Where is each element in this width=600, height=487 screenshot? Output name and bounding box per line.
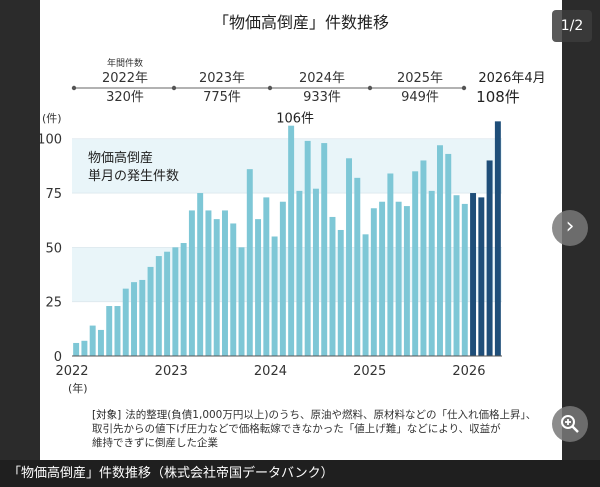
bar-2023-05 [205, 210, 212, 356]
summary-year-2026: 2026年4月 [478, 71, 545, 86]
bar-2023-01 [172, 247, 179, 356]
note-tag: [対象] [92, 409, 122, 421]
annotation-line-1: 物価高倒産 [88, 150, 153, 166]
bar-2023-11 [255, 219, 262, 356]
chart: 「物価高倒産」件数推移 (件) 0 25 50 75 100 2022 2023 2024 2025… [40, 13, 546, 395]
bar-2023-10 [246, 169, 253, 356]
annotation-line-2: 単月の発生件数 [88, 168, 179, 184]
x-tick-label: 2023 [155, 364, 188, 379]
peak-label: 106件 [276, 112, 314, 127]
summary-year: 2024年 [299, 71, 345, 86]
bar-2024-09 [337, 229, 344, 356]
bar-2025-01 [370, 208, 377, 356]
bar-2022-10 [147, 266, 154, 356]
bar-2026-02 [478, 197, 485, 356]
y-tick-label: 100 [40, 133, 62, 148]
bar-2025-05 [403, 206, 410, 356]
bar-2022-06 [114, 306, 121, 356]
bar-2024-01 [271, 236, 278, 356]
chart-card: 「物価高倒産」件数推移 (件) 0 25 50 75 100 2022 2023 2024 2025… [40, 0, 562, 460]
note-line-1: 法的整理(負債1,000万円以上)のうち、原油や燃料、原材料などの「仕入れ価格上… [125, 409, 537, 421]
y-axis-unit: (件) [42, 112, 62, 125]
bar-2025-10 [445, 153, 452, 356]
band-75-100 [72, 138, 502, 194]
note-line-2: 取引先からの値下げ圧力などで価格転嫁できなかった「値上げ難」などにより、収益が [92, 423, 501, 435]
chart-title: 「物価高倒産」件数推移 [213, 13, 389, 32]
bar-2023-09 [238, 247, 245, 356]
bar-2022-11 [155, 256, 162, 356]
bar-2023-12 [263, 197, 270, 356]
summary-count: 775件 [203, 90, 241, 105]
bar-2025-03 [387, 173, 394, 356]
bar-2025-12 [461, 203, 468, 356]
bar-2024-10 [346, 158, 352, 356]
bar-2022-08 [131, 282, 137, 356]
note-line-3: 維持できずに倒産した企業 [92, 437, 218, 449]
x-tick-label: 2024 [254, 364, 287, 379]
target-note: [対象] 法的整理(負債1,000万円以上)のうち、原油や燃料、原材料などの「仕入… [92, 408, 552, 450]
bar-2023-02 [180, 243, 187, 356]
bar-2024-12 [362, 234, 369, 356]
y-tick-label: 75 [45, 187, 62, 202]
y-tick-label: 0 [54, 350, 62, 365]
bar-2023-04 [197, 193, 204, 356]
next-image-button[interactable]: › [552, 210, 588, 246]
chevron-right-icon: › [565, 214, 575, 239]
bar-2022-01 [73, 342, 80, 356]
summary-dot [367, 85, 373, 91]
bar-2025-02 [379, 201, 386, 356]
zoom-button[interactable] [552, 406, 588, 442]
page-counter: 1/2 [552, 10, 592, 42]
summary-dot [267, 85, 273, 91]
summary-count: 933件 [303, 90, 341, 105]
bar-2026-04 [494, 121, 501, 356]
x-axis-unit: (年) [68, 381, 88, 395]
x-tick-label: 2022 [55, 364, 88, 379]
bar-2024-05 [304, 140, 311, 356]
bar-2024-08 [329, 216, 336, 356]
summary-dot [461, 85, 467, 91]
zoom-in-icon [561, 415, 579, 433]
bar-2025-09 [437, 145, 443, 356]
summary-count-2026: 108件 [476, 88, 520, 106]
y-tick-label: 50 [45, 241, 62, 256]
y-tick-label: 25 [45, 296, 62, 311]
bar-2024-02 [279, 201, 286, 356]
bar-2024-06 [312, 188, 319, 356]
bar-2023-06 [213, 219, 220, 356]
bar-2022-05 [106, 306, 113, 356]
bar-2025-11 [453, 195, 460, 356]
bar-2022-02 [81, 340, 88, 356]
bar-2022-09 [139, 279, 146, 356]
bar-2025-06 [412, 171, 419, 356]
summary-count: 320件 [106, 90, 144, 105]
bar-2023-08 [230, 223, 237, 356]
bar-2024-07 [321, 143, 328, 356]
bar-2024-03 [288, 125, 295, 356]
bar-2025-08 [428, 190, 435, 356]
image-caption: 「物価高倒産」件数推移（株式会社帝国データバンク） [0, 460, 600, 487]
bar-2025-04 [395, 201, 402, 356]
bar-2023-03 [188, 210, 195, 356]
bar-2023-07 [222, 210, 228, 356]
bar-2022-12 [164, 251, 171, 356]
x-tick-label: 2026 [452, 364, 485, 379]
summary-heading: 年間件数 [107, 57, 143, 69]
summary-year: 2023年 [199, 71, 245, 86]
summary-year: 2025年 [397, 71, 443, 86]
bar-2025-07 [420, 160, 427, 356]
bar-2022-04 [97, 329, 104, 356]
bar-2026-03 [486, 160, 493, 356]
bar-2024-04 [296, 190, 303, 356]
bar-2022-03 [89, 325, 96, 356]
summary-year: 2022年 [102, 71, 148, 86]
bar-2026-01 [470, 193, 477, 356]
bar-2022-07 [122, 288, 129, 356]
summary-dot [171, 85, 177, 91]
bar-2024-11 [354, 177, 361, 356]
summary-dot [71, 85, 77, 91]
x-tick-label: 2025 [353, 364, 386, 379]
summary-count: 949件 [401, 90, 439, 105]
